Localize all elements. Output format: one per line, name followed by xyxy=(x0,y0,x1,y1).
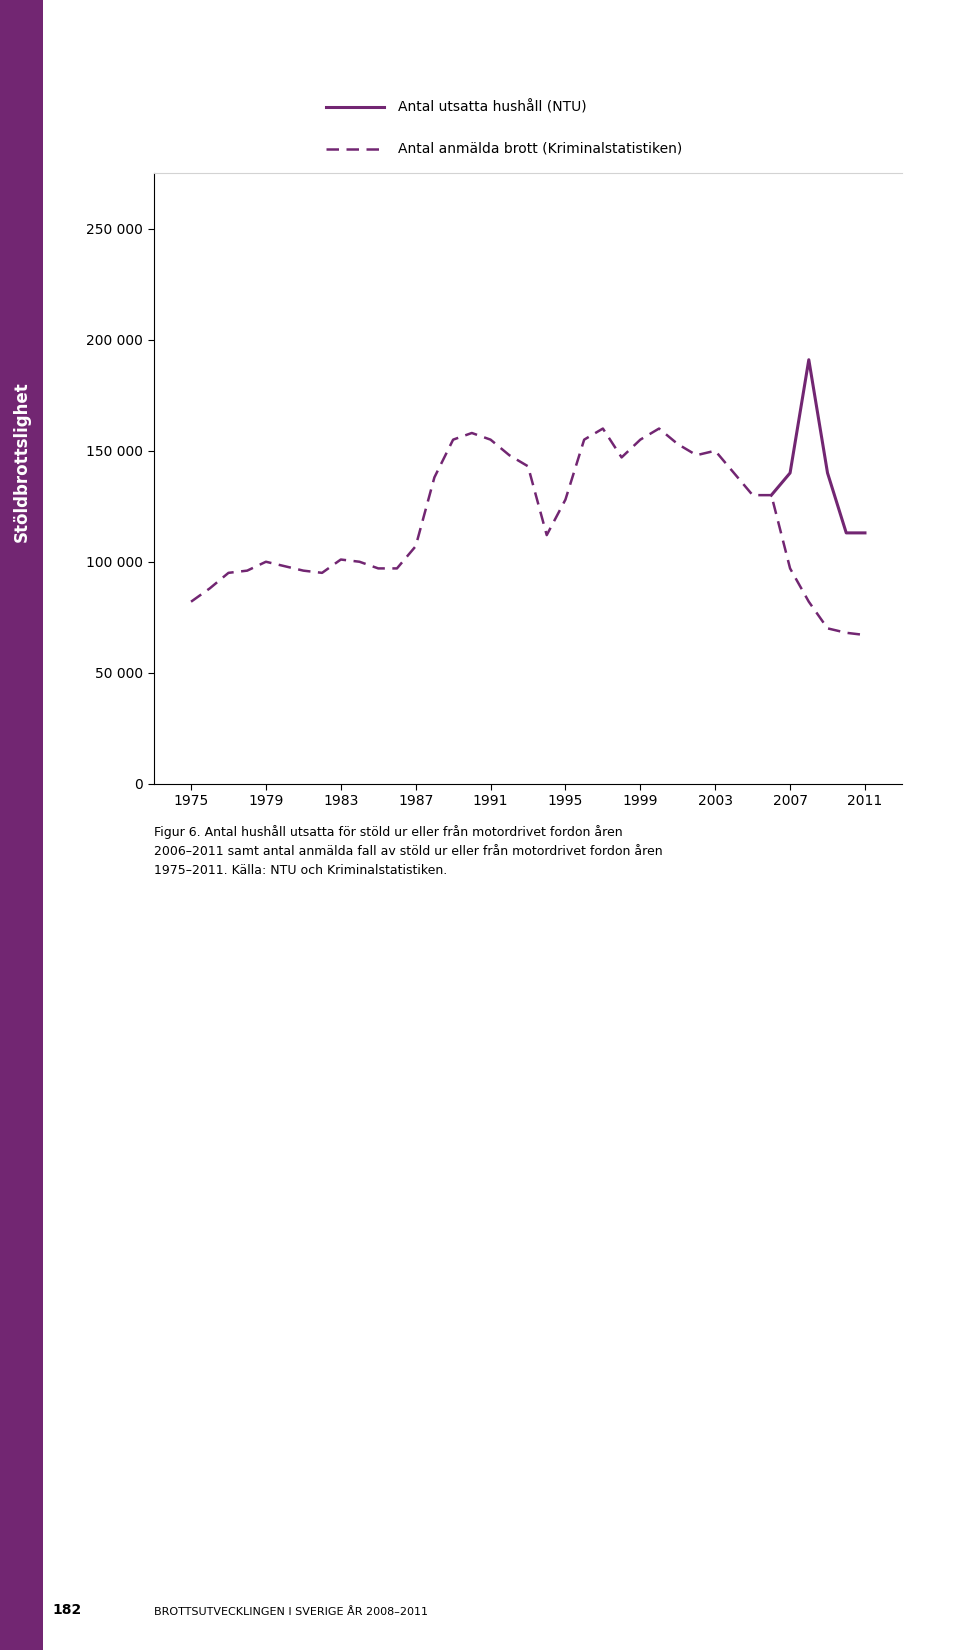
Text: Antal anmälda brott (Kriminalstatistiken): Antal anmälda brott (Kriminalstatistiken… xyxy=(398,142,683,155)
Text: 182: 182 xyxy=(53,1604,82,1617)
Text: Antal utsatta hushåll (NTU): Antal utsatta hushåll (NTU) xyxy=(398,101,587,114)
Text: Stöldbrottslighet: Stöldbrottslighet xyxy=(12,381,31,543)
Text: Figur 6. Antal hushåll utsatta för stöld ur eller från motordrivet fordon åren
2: Figur 6. Antal hushåll utsatta för stöld… xyxy=(154,825,662,876)
Text: BROTTSUTVECKLINGEN I SVERIGE ÅR 2008–2011: BROTTSUTVECKLINGEN I SVERIGE ÅR 2008–201… xyxy=(154,1607,427,1617)
